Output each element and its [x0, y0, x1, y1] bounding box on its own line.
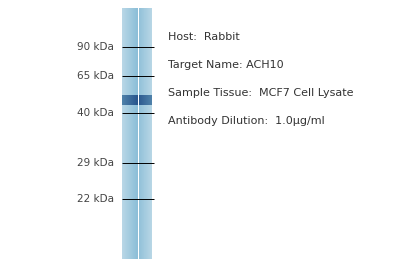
- Text: 65 kDa: 65 kDa: [77, 71, 114, 81]
- Text: 22 kDa: 22 kDa: [77, 194, 114, 204]
- Text: Antibody Dilution:  1.0μg/ml: Antibody Dilution: 1.0μg/ml: [168, 116, 325, 126]
- Text: Sample Tissue:  MCF7 Cell Lysate: Sample Tissue: MCF7 Cell Lysate: [168, 88, 354, 98]
- Text: 90 kDa: 90 kDa: [77, 42, 114, 52]
- Text: 40 kDa: 40 kDa: [77, 108, 114, 119]
- Text: 29 kDa: 29 kDa: [77, 158, 114, 168]
- Text: Host:  Rabbit: Host: Rabbit: [168, 32, 240, 42]
- Text: Target Name: ACH10: Target Name: ACH10: [168, 60, 284, 70]
